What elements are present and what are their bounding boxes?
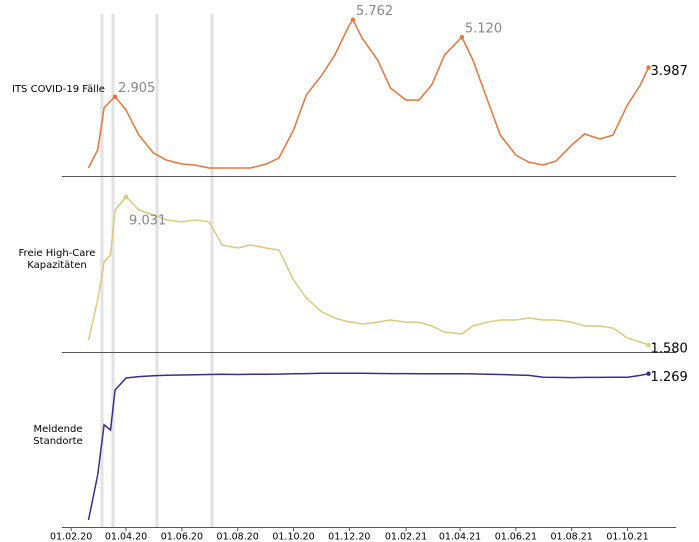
series-line (87, 18, 650, 169)
panel-separators (62, 176, 676, 528)
x-tick-label: 01.06.20 (161, 532, 203, 542)
point-marker (646, 342, 651, 348)
x-tick-label: 01.08.21 (551, 532, 593, 542)
x-tick-label: 01.04.21 (439, 532, 481, 542)
value-label: 3.987 (651, 64, 688, 79)
point-marker (350, 17, 356, 22)
value-label: 5.120 (465, 22, 502, 37)
x-tick-label: 01.04.20 (105, 532, 147, 542)
value-label: 9.031 (129, 213, 166, 228)
point-marker (459, 34, 465, 40)
value-label: 5.762 (356, 4, 393, 19)
value-label: 2.905 (118, 81, 155, 96)
point-marker (112, 94, 118, 99)
series-line (87, 372, 649, 521)
value-label: 1.269 (651, 370, 688, 385)
value-label: 1.580 (651, 342, 688, 357)
series-name: Freie High-Care Kapazitäten (18, 248, 96, 271)
series-name: Meldende Standorte (33, 424, 83, 447)
point-marker (646, 65, 651, 70)
x-tick-label: 01.10.20 (272, 532, 314, 542)
x-tick-label: 01.02.20 (50, 532, 92, 542)
x-tick-label: 01.06.21 (495, 532, 537, 542)
x-tick-label: 01.02.21 (385, 532, 427, 542)
x-tick-label: 01.12.20 (328, 532, 370, 542)
point-marker (646, 371, 651, 376)
x-tick-label: 01.10.21 (606, 532, 648, 542)
series-name: ITS COVID-19 Fälle (12, 84, 105, 95)
x-tick-label: 01.08.20 (217, 532, 259, 542)
series-line (87, 195, 649, 346)
point-marker (123, 194, 129, 200)
